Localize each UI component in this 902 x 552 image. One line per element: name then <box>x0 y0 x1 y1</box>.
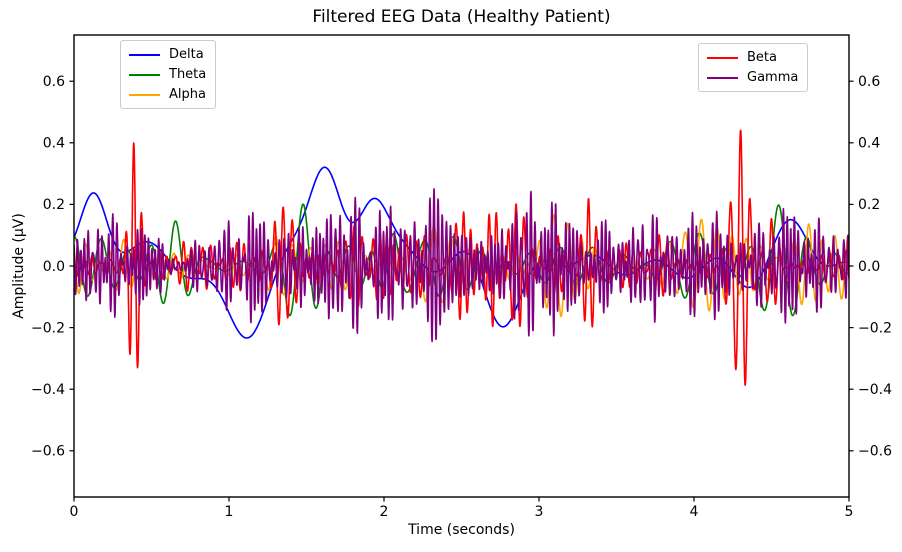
y-tick-label-right: 0.0 <box>858 259 880 275</box>
legend-item-label: Delta <box>169 47 204 62</box>
y-tick-label-left: 0.2 <box>43 197 65 213</box>
chart-title: Filtered EEG Data (Healthy Patient) <box>312 7 611 27</box>
legend-item-label: Theta <box>169 67 207 82</box>
y-tick-label-right: −0.2 <box>858 320 892 336</box>
x-tick-label: 0 <box>70 504 79 520</box>
y-tick-label-right: −0.6 <box>858 444 892 460</box>
x-tick-label: 3 <box>535 504 544 520</box>
legend-left: Delta Theta Alpha <box>120 40 217 109</box>
y-axis-label: Amplitude (µV) <box>11 213 27 319</box>
legend-line-sample <box>129 53 160 56</box>
legend-item-label: Gamma <box>747 70 799 85</box>
legend-line-sample <box>707 56 738 59</box>
series-group <box>74 129 849 386</box>
legend-line-sample <box>129 93 160 96</box>
legend-item-beta: Beta <box>707 49 798 66</box>
legend-right: Beta Gamma <box>698 43 809 92</box>
legend-item-theta: Theta <box>129 66 206 83</box>
legend-line-sample <box>129 73 160 76</box>
x-axis-label: Time (seconds) <box>408 522 515 538</box>
y-tick-label-left: 0.6 <box>43 74 65 90</box>
y-tick-label-left: −0.2 <box>31 320 65 336</box>
axes-frame <box>73 34 850 498</box>
y-tick-label-left: 0.4 <box>43 136 65 152</box>
x-tick-label: 5 <box>845 504 854 520</box>
y-tick-label-right: −0.4 <box>858 382 892 398</box>
y-tick-label-left: −0.6 <box>31 444 65 460</box>
legend-item-label: Alpha <box>169 87 206 102</box>
axis-ticks: 0 1 2 3 4 5 0.6 0.6 0.4 0.4 0.2 0.2 0.0 0.0 −0.2 −0.2 −0… <box>31 74 892 520</box>
x-tick-label: 1 <box>225 504 234 520</box>
y-tick-label-right: 0.2 <box>858 197 880 213</box>
legend-line-sample <box>707 76 738 79</box>
series-gamma-line <box>74 188 849 343</box>
y-tick-label-left: 0.0 <box>43 259 65 275</box>
x-tick-label: 2 <box>380 504 389 520</box>
legend-item-delta: Delta <box>129 46 206 63</box>
y-tick-label-right: 0.4 <box>858 136 880 152</box>
x-tick-label: 4 <box>690 504 699 520</box>
legend-item-gamma: Gamma <box>707 69 798 86</box>
y-tick-label-right: 0.6 <box>858 74 880 90</box>
y-tick-label-left: −0.4 <box>31 382 65 398</box>
legend-item-alpha: Alpha <box>129 86 206 103</box>
legend-item-label: Beta <box>747 50 777 65</box>
